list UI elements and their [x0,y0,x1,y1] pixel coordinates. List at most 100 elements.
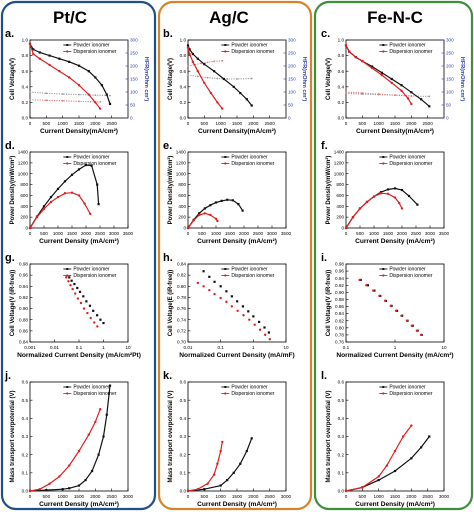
y-tick-label: 0.8 [338,53,345,58]
data-point [221,107,224,110]
data-point [86,311,89,315]
data-point [96,183,99,186]
data-point [92,309,95,312]
y2-tick-label: 100 [446,90,454,95]
y-tick-label: 0.98 [335,262,344,267]
plot-frame [187,263,287,343]
legend-marker [224,274,227,277]
y-tick-label: 0.6 [22,69,29,74]
y-tick-label: 400 [336,204,344,209]
hfr-point [196,75,199,78]
data-point [220,199,223,202]
series-line [29,192,91,229]
y-tick-label: 400 [178,204,186,209]
panel-a: a.0 500 1000 1500 2000 25000.00.20.40.60.81.0… [5,28,150,135]
x-tick-label: 1000 [216,494,227,499]
data-point [222,77,226,81]
panel-label: k. [163,370,172,382]
data-point [99,107,102,110]
x-tick-label: 0 [29,231,32,236]
hfr-point [250,77,253,80]
data-point [252,315,255,318]
x-tick-label: 2500 [423,121,434,126]
y-tick-label: 1.0 [338,38,345,43]
y-tick-label: 1400 [176,150,187,155]
y-tick-label: 0.1 [22,470,29,475]
x-tick-label: 0.01 [184,345,193,350]
data-point [105,413,108,416]
data-point [250,104,253,107]
data-point [231,199,234,202]
legend-marker [382,44,385,46]
panel-label: j. [4,370,11,382]
x-tick-label: 2500 [423,494,434,499]
data-point [365,284,368,287]
data-point [203,488,206,491]
data-point [216,219,219,223]
data-point [94,101,97,104]
y-tick-label: 0.84 [335,311,344,316]
legend-marker [66,386,69,388]
data-point [361,59,364,63]
y-tick-label: 0.80 [335,325,344,330]
plot-frame [345,151,445,229]
x-tick-label: 0 [345,494,348,499]
y-tick-label: 600 [178,193,186,198]
data-point [188,52,191,56]
x-tick-label: 2500 [265,121,276,126]
x-tick-label: 0 [29,121,32,126]
data-point [212,473,216,476]
data-point [219,449,222,453]
data-point [420,98,423,101]
y-tick-label: 200 [178,215,186,220]
legend-marker [382,274,385,277]
data-point [242,314,245,317]
data-point [420,446,423,449]
y-tick-label: 0.4 [180,84,187,89]
y-axis-label: Cell Voltage(V (iR-free)) [326,270,332,337]
legend-marker [66,156,69,158]
y-tick-label: 1200 [176,160,187,165]
panel-d: d.0 500 1000 1500 2000 2500 3000 35000200400600… [5,140,134,245]
y-tick-label: 0.94 [335,276,344,281]
y-tick-label: 0 [341,226,344,231]
data-point [77,484,81,487]
y-tick-label: 0.86 [19,328,28,333]
y-tick-label: 0 [25,226,28,231]
legend-label: Powder ionomer [73,267,110,273]
y-tick-label: 0.8 [22,53,29,58]
data-point [89,316,92,320]
y-tick-label: 1000 [334,171,345,176]
y-tick-label: 0.96 [19,273,28,278]
data-point [344,44,348,47]
legend-marker [66,44,69,46]
data-point [74,292,77,295]
data-point [239,91,242,95]
data-point [358,278,361,282]
legend-label: Powder ionomer [389,155,426,161]
data-point [236,309,239,312]
y-tick-label: 0.6 [180,69,187,74]
data-point [209,213,212,217]
series-line [187,438,253,492]
x-tick-label: 1500 [232,121,243,126]
x-tick-label: 1000 [58,494,69,499]
y2-tick-label: 0 [288,116,291,121]
data-point [48,54,51,57]
data-point [77,84,81,87]
hfr-point [99,100,102,103]
data-point [38,57,41,60]
x-tick-label: 3500 [123,231,134,236]
legend-label: Dispersion ionomer [389,161,432,167]
x-tick-label: 2500 [107,121,118,126]
hfr-series-line [29,91,111,97]
data-point [186,44,190,47]
data-point [70,173,74,176]
hfr-point [213,60,216,63]
data-point [213,70,216,73]
plot-frame [187,381,287,492]
data-point [216,462,219,465]
data-point [58,70,61,73]
x-tick-label: 3000 [109,231,120,236]
